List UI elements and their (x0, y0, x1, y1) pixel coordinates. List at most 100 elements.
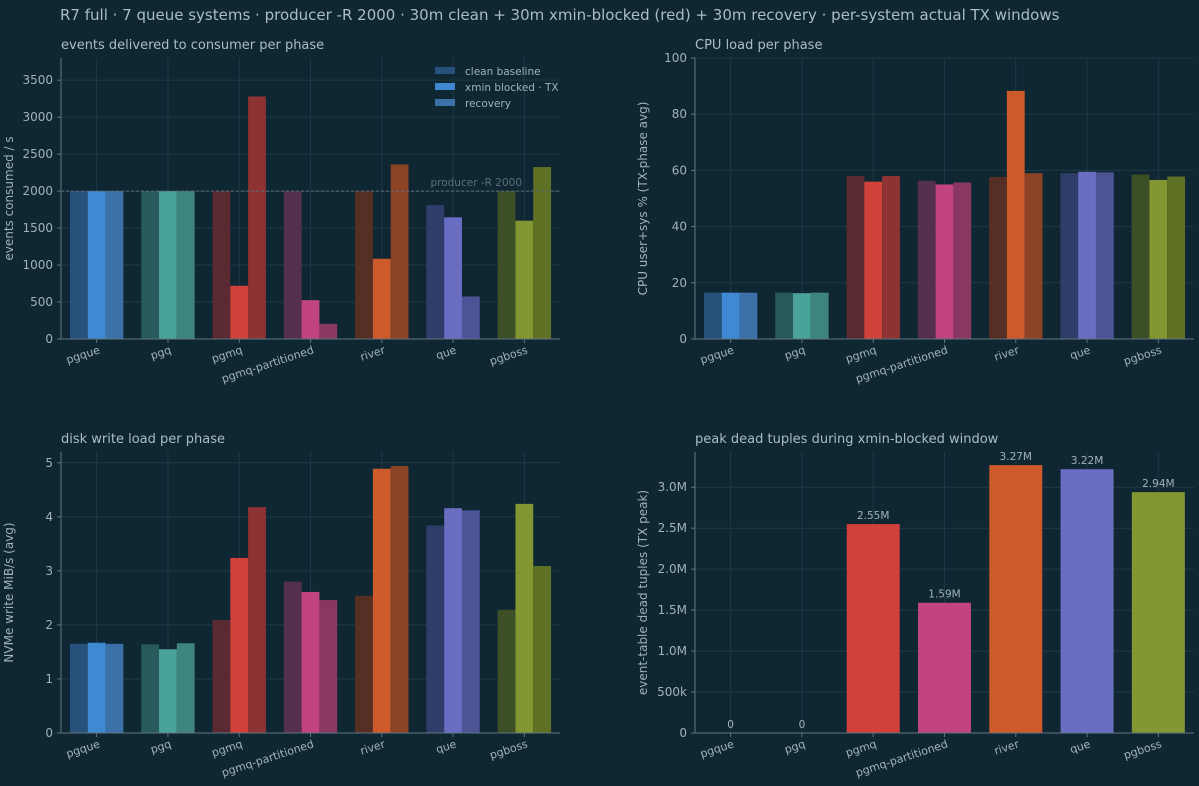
bar-cpu-river-2 (1024, 173, 1043, 339)
x-tick-label: pgmq (210, 343, 244, 365)
legend-swatch (435, 99, 455, 106)
x-tick-label: river (993, 737, 1022, 757)
bar-dead-que (1060, 469, 1114, 733)
legend-label: xmin blocked · TX (465, 82, 559, 94)
data-label: 2.55M (857, 510, 889, 522)
bar-dead-pgmq (846, 524, 900, 733)
bar-events-pgmq-partitioned-1 (301, 300, 320, 339)
bar-cpu-pgmq-2 (882, 176, 900, 339)
bar-events-que-1 (444, 217, 462, 339)
bar-disk-river-1 (372, 468, 391, 733)
bar-events-pgque-1 (87, 191, 106, 339)
x-tick-label: pgque (65, 343, 102, 366)
figure-title: R7 full · 7 queue systems · producer -R … (60, 6, 1060, 24)
panel-events: producer -R 2000 0 500 1000 1500 2000 2500 3000… (2, 38, 560, 386)
y-axis-label: CPU user+sys % (TX-phase avg) (636, 102, 650, 296)
y-tick-label: 1 (45, 672, 53, 686)
x-tick-label: pgq (783, 737, 807, 756)
bar-events-pgboss-2 (533, 167, 552, 339)
x-tick-label: pgque (699, 737, 736, 760)
y-axis-label: event-table dead tuples (TX peak) (636, 490, 650, 695)
x-tick-label: que (434, 343, 458, 362)
bar-disk-pgboss-2 (533, 566, 552, 733)
bar-cpu-pgboss-2 (1167, 176, 1186, 339)
x-tick-label: pgque (65, 737, 102, 760)
y-tick-label: 1.5M (658, 603, 687, 617)
legend: clean baseline xmin blocked · TX recovery (435, 66, 559, 110)
bar-disk-pgmq-partitioned-1 (301, 591, 320, 733)
data-label: 0 (799, 719, 806, 731)
y-axis-label: events consumed / s (2, 136, 16, 260)
y-tick-label: 2000 (22, 184, 53, 198)
bar-cpu-pgque-2 (739, 292, 758, 339)
y-tick-label: 0 (679, 332, 687, 346)
x-tick-label: pgboss (1122, 737, 1163, 762)
bar-cpu-pgque-1 (721, 292, 740, 339)
bar-cpu-pgboss-1 (1149, 179, 1168, 339)
y-tick-label: 5 (45, 456, 53, 470)
panel-dead: 0 0 2.55M 1.59M 3.27M 3.22M 2.94M 0 500k 1.0M 1.5M… (636, 432, 1194, 780)
y-tick-label: 0 (679, 726, 687, 740)
bar-disk-pgque-0 (69, 643, 88, 733)
y-tick-label: 2.0M (658, 562, 687, 576)
legend-label: recovery (465, 98, 511, 110)
bar-disk-pgmq-partitioned-0 (283, 581, 302, 733)
reference-label: producer -R 2000 (430, 177, 522, 189)
legend-label: clean baseline (465, 66, 541, 78)
bar-events-pgboss-1 (515, 220, 534, 339)
x-tick-label: pgmq (844, 737, 878, 759)
panel-title: CPU load per phase (695, 38, 822, 53)
bar-events-pgque-0 (69, 191, 88, 339)
y-tick-label: 100 (664, 51, 687, 65)
y-tick-label: 1500 (22, 221, 53, 235)
bar-disk-river-2 (390, 466, 409, 733)
bar-cpu-pgq-1 (793, 293, 811, 339)
bar-disk-que-2 (461, 510, 480, 733)
bar-cpu-pgmq-partitioned-0 (917, 180, 936, 339)
bar-events-que-0 (426, 205, 445, 339)
x-tick-label: pgq (149, 343, 173, 362)
bar-events-pgq-2 (176, 191, 195, 339)
bar-events-pgmq-2 (248, 96, 266, 339)
y-tick-label: 4 (45, 510, 53, 524)
bar-disk-que-0 (426, 525, 445, 733)
y-tick-label: 0 (45, 332, 53, 346)
bar-disk-pgboss-1 (515, 503, 534, 733)
legend-swatch (435, 67, 455, 74)
bar-dead-pgboss (1131, 492, 1185, 733)
bar-disk-pgboss-0 (497, 609, 516, 733)
bar-events-pgq-0 (141, 191, 160, 339)
y-tick-label: 2 (45, 618, 53, 632)
bar-events-pgmq-partitioned-0 (283, 191, 302, 339)
bar-dead-pgmq-partitioned (918, 602, 971, 733)
bar-disk-que-1 (444, 508, 462, 733)
bar-disk-pgmq-2 (248, 507, 266, 733)
bar-cpu-pgq-0 (775, 292, 794, 339)
legend-swatch (435, 83, 455, 90)
x-tick-label: pgboss (488, 737, 529, 762)
x-tick-label: pgmq (844, 343, 878, 365)
bar-cpu-river-0 (989, 176, 1007, 339)
y-tick-label: 500 (30, 295, 53, 309)
bar-events-river-2 (390, 164, 409, 339)
bar-events-river-1 (372, 258, 391, 339)
x-tick-label: river (993, 343, 1022, 363)
bar-cpu-pgmq-partitioned-2 (953, 182, 972, 339)
bar-cpu-river-1 (1006, 90, 1025, 339)
y-tick-label: 2500 (22, 147, 53, 161)
bar-cpu-que-2 (1095, 172, 1114, 339)
x-tick-label: pgboss (1122, 343, 1163, 368)
x-tick-label: pgque (699, 343, 736, 366)
y-tick-label: 3 (45, 564, 53, 578)
bar-cpu-pgboss-0 (1131, 174, 1150, 339)
y-tick-label: 1000 (22, 258, 53, 272)
panel-title: disk write load per phase (61, 432, 225, 447)
y-tick-label: 3500 (22, 73, 53, 87)
y-tick-label: 20 (672, 276, 687, 290)
data-label: 0 (727, 719, 734, 731)
bar-events-pgmq-1 (230, 285, 249, 339)
x-tick-label: river (359, 343, 388, 363)
